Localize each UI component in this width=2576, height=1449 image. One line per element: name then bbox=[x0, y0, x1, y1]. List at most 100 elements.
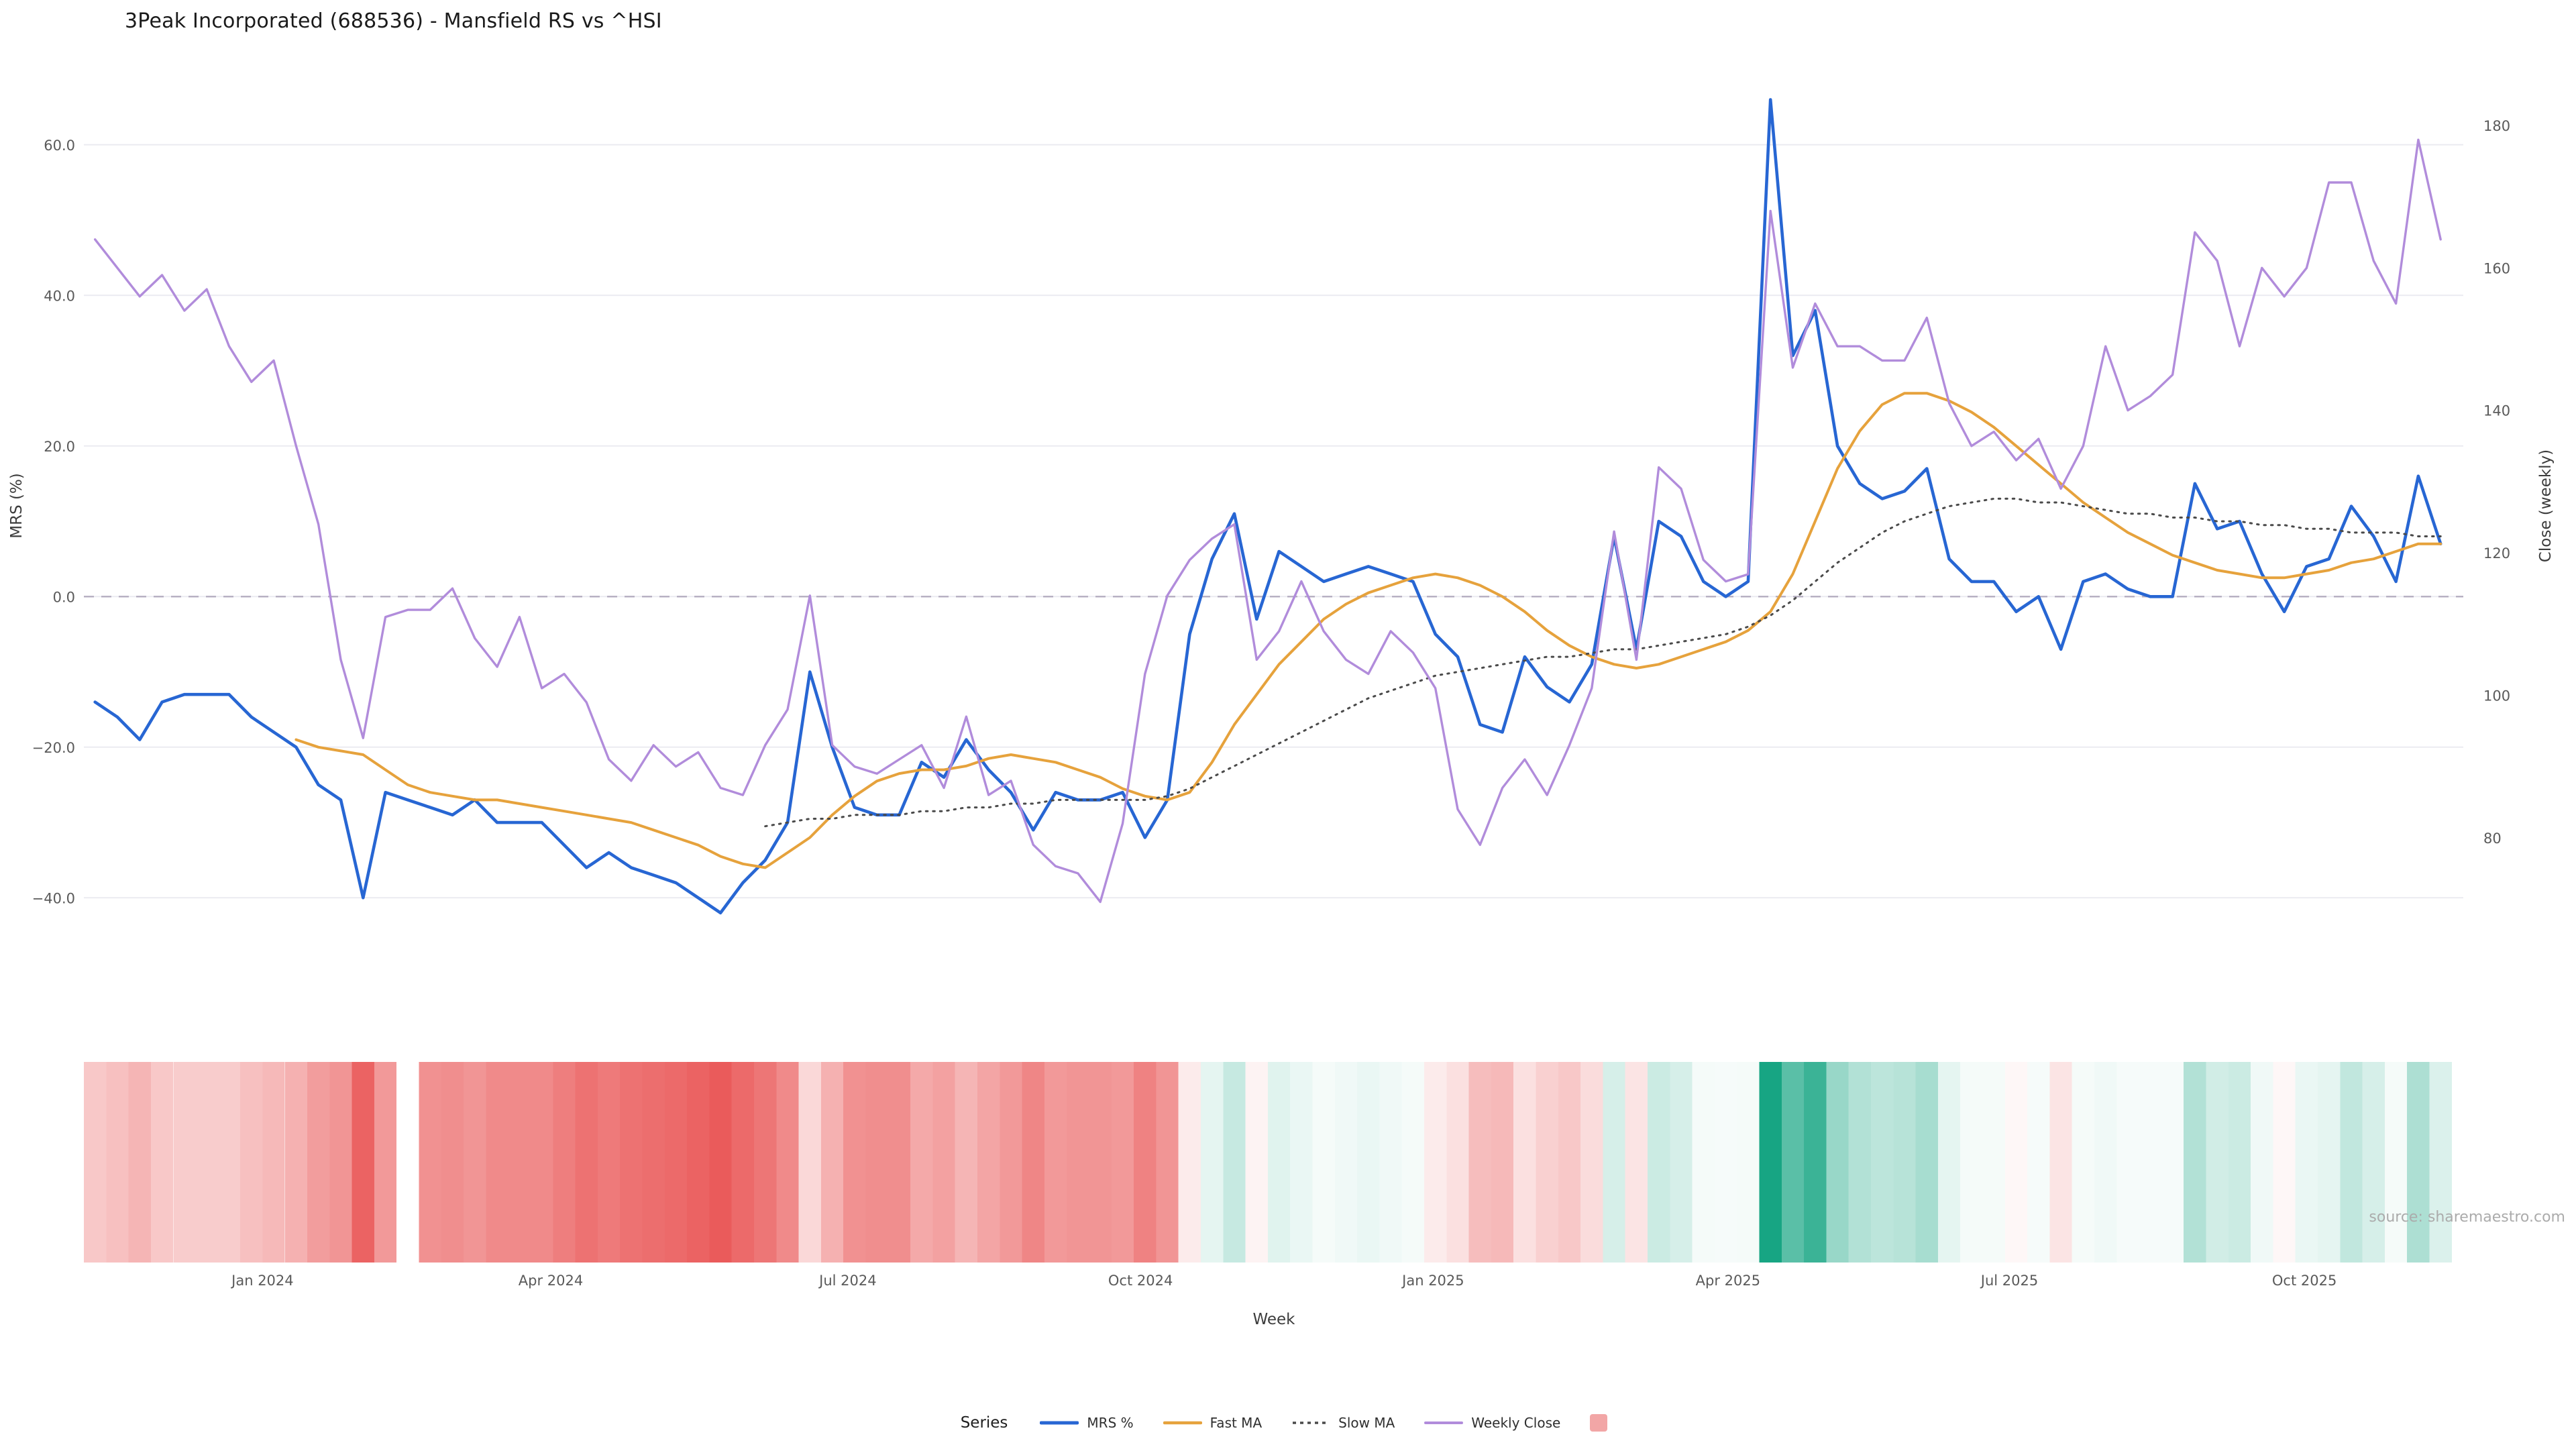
heatmap-cell bbox=[776, 1062, 799, 1263]
legend-item-slow-ma[interactable]: Slow MA bbox=[1291, 1415, 1395, 1431]
heatmap-cell bbox=[195, 1062, 218, 1263]
heatmap-cell bbox=[329, 1062, 352, 1263]
heatmap-cell bbox=[2004, 1062, 2028, 1263]
heatmap-cell bbox=[1625, 1062, 1648, 1263]
x-axis-tick: Jul 2024 bbox=[818, 1273, 876, 1289]
slow-ma-line-icon bbox=[1293, 1421, 1330, 1424]
heatmap-cell bbox=[2295, 1062, 2318, 1263]
heatmap-cell bbox=[1982, 1062, 2005, 1263]
heatmap-cell bbox=[1781, 1062, 1805, 1263]
legend-item-weekly-close[interactable]: Weekly Close bbox=[1424, 1415, 1560, 1431]
heatmap-cell bbox=[731, 1062, 754, 1263]
heatmap-cell bbox=[1245, 1062, 1268, 1263]
mrs-line bbox=[93, 98, 2443, 915]
x-axis-tick: Jul 2025 bbox=[1980, 1273, 2038, 1289]
heatmap-cell bbox=[1558, 1062, 1581, 1263]
heatmap-cell bbox=[419, 1062, 441, 1263]
y-axis-right-tick: 80 bbox=[2483, 830, 2502, 847]
heatmap-cell bbox=[1826, 1062, 1849, 1263]
heatmap-cell bbox=[1089, 1062, 1112, 1263]
heatmap-cell bbox=[441, 1062, 464, 1263]
heatmap-cell bbox=[217, 1062, 241, 1263]
heatmap-cell bbox=[1960, 1062, 1983, 1263]
heatmap-cell bbox=[1312, 1062, 1335, 1263]
heatmap-cell bbox=[1424, 1062, 1447, 1263]
heatmap-cell bbox=[1871, 1062, 1894, 1263]
legend-item-fast-ma[interactable]: Fast MA bbox=[1163, 1415, 1262, 1431]
heatmap-cell bbox=[2318, 1062, 2341, 1263]
legend-label-slow-ma: Slow MA bbox=[1338, 1415, 1395, 1431]
heatmap-cell bbox=[1648, 1062, 1670, 1263]
heatmap-cell bbox=[262, 1062, 285, 1263]
x-axis-tick: Oct 2025 bbox=[2272, 1273, 2337, 1289]
heatmap-cell bbox=[2161, 1062, 2184, 1263]
heatmap-cell bbox=[1536, 1062, 1558, 1263]
heatmap-cell bbox=[1044, 1062, 1067, 1263]
heatmap-cell bbox=[597, 1062, 621, 1263]
heatmap-cell bbox=[575, 1062, 598, 1263]
heatmap-cell bbox=[2027, 1062, 2050, 1263]
heatmap-cell bbox=[2362, 1062, 2385, 1263]
y-axis-right-tick: 140 bbox=[2483, 403, 2510, 419]
heatmap-cell bbox=[754, 1062, 777, 1263]
heatmap-cell bbox=[1737, 1062, 1760, 1263]
heatmap-cell bbox=[1357, 1062, 1380, 1263]
heatmap-cell bbox=[1804, 1062, 1827, 1263]
heatmap-cell bbox=[352, 1062, 374, 1263]
heatmap-cell bbox=[687, 1062, 710, 1263]
heatmap-cell bbox=[84, 1062, 107, 1263]
x-axis-tick: Apr 2024 bbox=[519, 1273, 583, 1289]
heatmap-cell bbox=[2340, 1062, 2363, 1263]
heatmap-cell bbox=[820, 1062, 844, 1263]
heatmap-cell bbox=[553, 1062, 576, 1263]
heatmap-cell bbox=[1759, 1062, 1782, 1263]
x-axis-tick: Apr 2025 bbox=[1696, 1273, 1760, 1289]
heatmap-cell bbox=[910, 1062, 933, 1263]
heatmap-cell bbox=[531, 1062, 553, 1263]
heatmap-cell bbox=[1022, 1062, 1044, 1263]
heatmap-cell bbox=[1893, 1062, 1916, 1263]
heatmap-cell bbox=[173, 1062, 196, 1263]
y-axis-left-tick: 40.0 bbox=[44, 288, 75, 304]
heatmap-cell bbox=[2049, 1062, 2072, 1263]
y-axis-right-tick: 180 bbox=[2483, 118, 2510, 134]
legend-item-mrs[interactable]: MRS % bbox=[1040, 1415, 1134, 1431]
heatmap-cell bbox=[2206, 1062, 2229, 1263]
heatmap-cell bbox=[2407, 1062, 2430, 1263]
mrs-line-icon bbox=[1040, 1421, 1079, 1425]
x-axis-tick: Jan 2025 bbox=[1401, 1273, 1464, 1289]
heatmap-cell bbox=[2429, 1062, 2452, 1263]
heatmap-cell bbox=[955, 1062, 977, 1263]
heatmap-cell bbox=[642, 1062, 665, 1263]
heatmap-cell bbox=[2184, 1062, 2206, 1263]
y-axis-right-tick: 160 bbox=[2483, 260, 2510, 276]
fast-ma-line bbox=[294, 392, 2443, 869]
heatmap-cell bbox=[284, 1062, 308, 1263]
heatmap-cell bbox=[1223, 1062, 1246, 1263]
legend-item-heatmap[interactable] bbox=[1590, 1414, 1615, 1432]
y-axis-right-tick: 120 bbox=[2483, 545, 2510, 561]
heatmap-swatch-icon bbox=[1590, 1414, 1608, 1432]
heatmap-cell bbox=[486, 1062, 508, 1263]
heatmap-cell bbox=[464, 1062, 486, 1263]
heatmap-cell bbox=[709, 1062, 732, 1263]
y-axis-left-title: MRS (%) bbox=[8, 473, 25, 539]
heatmap-cell bbox=[1692, 1062, 1715, 1263]
heatmap-cell bbox=[2384, 1062, 2408, 1263]
x-axis-tick: Jan 2024 bbox=[230, 1273, 294, 1289]
heatmap-cell bbox=[106, 1062, 129, 1263]
source-note: source: sharemaestro.com bbox=[2369, 1209, 2565, 1226]
weekly-close-line bbox=[93, 138, 2442, 904]
heatmap-cell bbox=[374, 1062, 397, 1263]
weekly-close-line-icon bbox=[1424, 1421, 1464, 1424]
heatmap-cell bbox=[307, 1062, 330, 1263]
heatmap-cell bbox=[1334, 1062, 1358, 1263]
heatmap-cell bbox=[1267, 1062, 1291, 1263]
heatmap-cell bbox=[1468, 1062, 1491, 1263]
heatmap-cell bbox=[1714, 1062, 1737, 1263]
heatmap-cell bbox=[2116, 1062, 2139, 1263]
heatmap-cell bbox=[128, 1062, 151, 1263]
heatmap-cell bbox=[150, 1062, 174, 1263]
heatmap-cell bbox=[1178, 1062, 1201, 1263]
